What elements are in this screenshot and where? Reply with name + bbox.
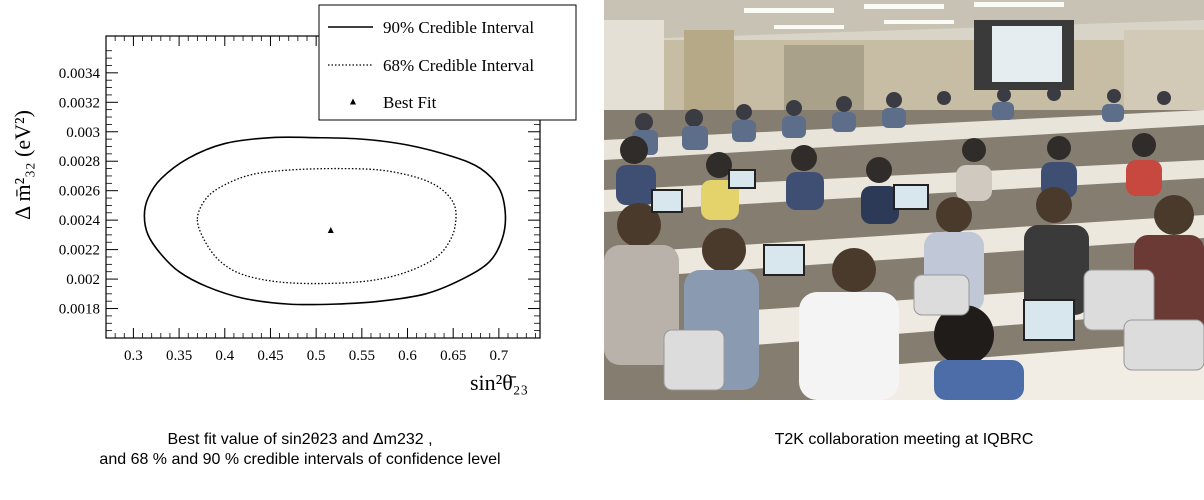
contour-68-line	[196, 167, 457, 285]
x-axis-label: sin²θ̄₂₃	[470, 370, 528, 395]
y-axis-label: Δ m̄²₃₂ (eV²)	[10, 110, 35, 220]
y-tick-label: 0.0024	[59, 213, 101, 229]
y-tick-label: 0.0028	[59, 154, 100, 170]
y-tick-label: 0.0026	[59, 184, 101, 200]
photo-caption-text: T2K collaboration meeting at IQBRC	[774, 431, 1034, 448]
x-tick-label: 0.4	[215, 348, 234, 364]
y-tick-label: 0.003	[66, 125, 100, 141]
y-tick-label: 0.0032	[59, 95, 100, 111]
x-tick-label: 0.65	[440, 348, 466, 364]
legend-best-fit-symbol	[350, 98, 356, 105]
chart-caption-line-1: Best fit value of sin2θ23 and Δm232 ,	[167, 431, 433, 448]
y-tick-label: 0.0022	[59, 243, 100, 259]
legend-90-label: 90% Credible Interval	[383, 18, 534, 37]
x-tick-label: 0.7	[490, 348, 509, 364]
contour-90-line	[143, 136, 507, 306]
x-tick-label: 0.3	[124, 348, 143, 364]
meeting-photo	[604, 0, 1204, 400]
chart-caption: Best fit value of sin2θ23 and Δm232 , an…	[0, 430, 600, 470]
chart-caption-line-2: and 68 % and 90 % credible intervals of …	[99, 451, 501, 468]
x-tick-label: 0.35	[166, 348, 192, 364]
y-tick-label: 0.002	[66, 272, 100, 288]
x-tick-label: 0.5	[307, 348, 326, 364]
x-tick-label: 0.45	[257, 348, 283, 364]
legend-best-fit-label: Best Fit	[383, 93, 437, 112]
y-tick-label: 0.0034	[59, 66, 101, 82]
photo-caption: T2K collaboration meeting at IQBRC	[604, 430, 1204, 450]
chart-panel: 0.3 0.35 0.4 0.45 0.5 0.55 0.6 0.65 0.7 0.0018 0.0…	[0, 0, 600, 410]
contour-chart: 0.3 0.35 0.4 0.45 0.5 0.55 0.6 0.65 0.7 0.0018 0.0…	[10, 4, 577, 395]
best-fit-marker	[327, 226, 334, 233]
legend-box	[318, 4, 577, 121]
x-tick-label: 0.55	[349, 348, 375, 364]
x-tick-label: 0.6	[398, 348, 417, 364]
legend-68-label: 68% Credible Interval	[383, 56, 534, 75]
y-tick-label: 0.0018	[59, 302, 100, 318]
